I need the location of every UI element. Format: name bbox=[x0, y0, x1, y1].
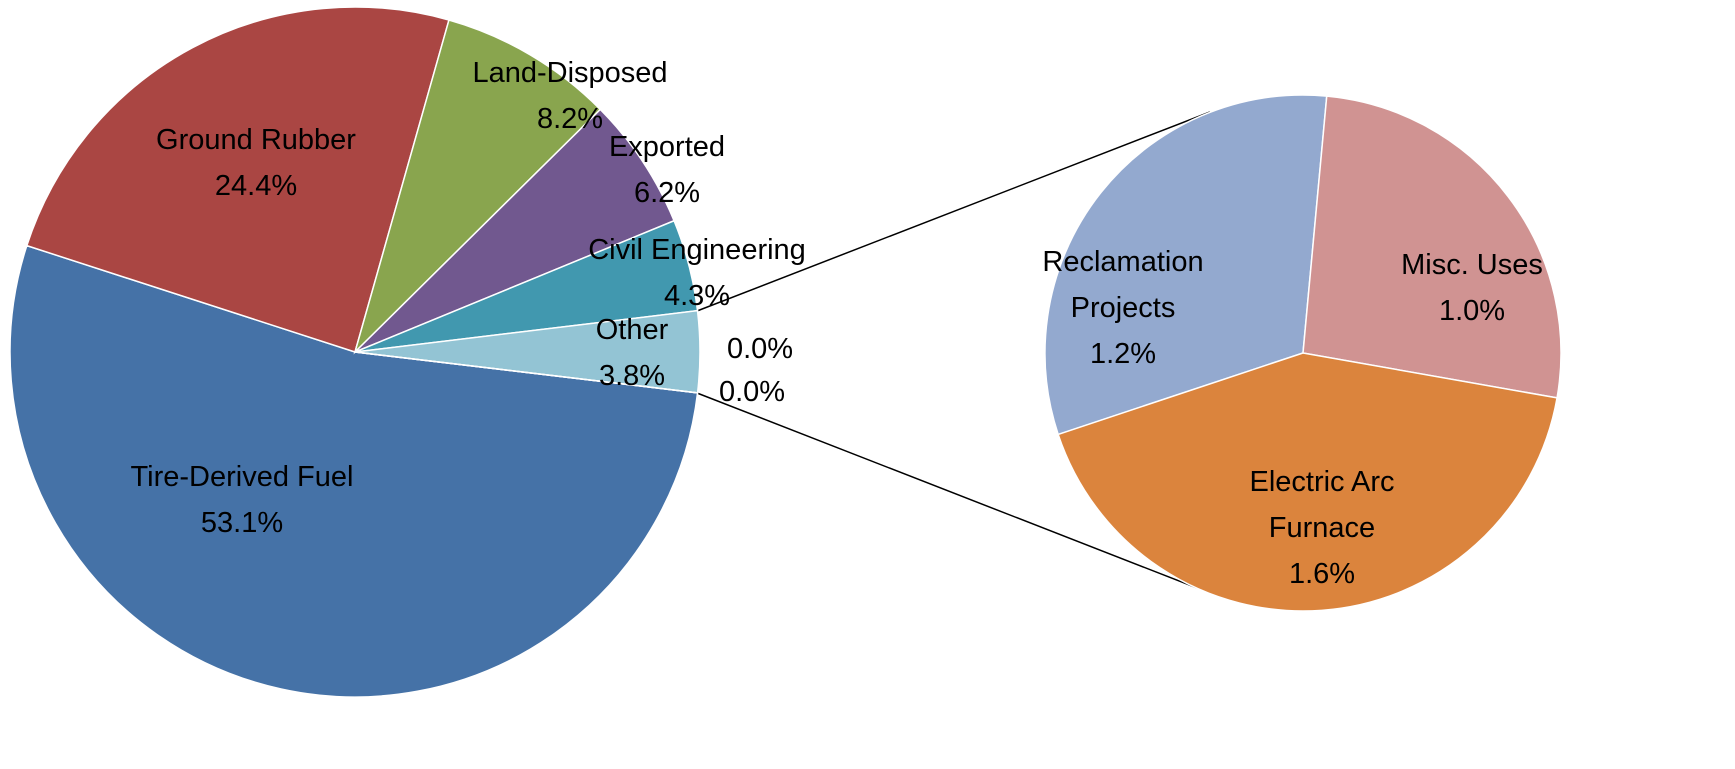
category-label: Civil Engineering bbox=[588, 234, 806, 266]
pie-slice bbox=[25, 6, 450, 353]
value-label: 6.2% bbox=[633, 177, 701, 209]
category-label: Misc. Uses bbox=[1401, 249, 1543, 281]
value-label: 0.0% bbox=[718, 376, 786, 408]
data-label: Misc. Uses 1.0% bbox=[1372, 242, 1572, 334]
connector-line bbox=[696, 392, 1211, 594]
value-label: 1.0% bbox=[1438, 295, 1506, 327]
value-label: 1.2% bbox=[1089, 338, 1157, 370]
data-label: Ground Rubber 24.4% bbox=[106, 117, 406, 209]
data-label: Tire-Derived Fuel 53.1% bbox=[82, 454, 402, 546]
data-label: Exported 6.2% bbox=[567, 124, 767, 216]
pie-slice bbox=[1057, 352, 1558, 612]
value-label: 24.4% bbox=[214, 170, 298, 202]
pie-slice bbox=[1302, 95, 1562, 399]
value-label: 3.8% bbox=[598, 360, 666, 392]
pie-slice bbox=[9, 244, 699, 698]
category-label: Electric Arc Furnace bbox=[1249, 466, 1395, 544]
data-label: 0.0% bbox=[700, 326, 820, 372]
category-label: Ground Rubber bbox=[156, 124, 356, 156]
category-label: Exported bbox=[608, 131, 726, 163]
value-label: 4.3% bbox=[663, 280, 731, 312]
data-label: Land-Disposed 8.2% bbox=[440, 50, 700, 142]
category-label: Land-Disposed bbox=[472, 57, 668, 89]
value-label: 8.2% bbox=[536, 103, 604, 135]
data-label: Civil Engineering 4.3% bbox=[547, 227, 847, 319]
value-label: 1.6% bbox=[1288, 558, 1356, 590]
pie-slice bbox=[354, 108, 676, 353]
category-label: Reclamation Projects bbox=[1042, 246, 1204, 324]
data-label: 0.0% bbox=[692, 369, 812, 415]
data-label: Other 3.8% bbox=[572, 307, 692, 399]
connector-line bbox=[696, 111, 1211, 312]
value-label: 0.0% bbox=[726, 333, 794, 365]
category-label: Other bbox=[595, 314, 669, 346]
category-label: Tire-Derived Fuel bbox=[130, 461, 354, 493]
pie-slice bbox=[354, 351, 698, 394]
value-label: 53.1% bbox=[200, 507, 284, 539]
pie-slice bbox=[353, 19, 602, 355]
data-label: Electric Arc Furnace 1.6% bbox=[1222, 459, 1422, 597]
pie-slice bbox=[1044, 94, 1328, 436]
data-label: Reclamation Projects 1.2% bbox=[1018, 239, 1228, 377]
